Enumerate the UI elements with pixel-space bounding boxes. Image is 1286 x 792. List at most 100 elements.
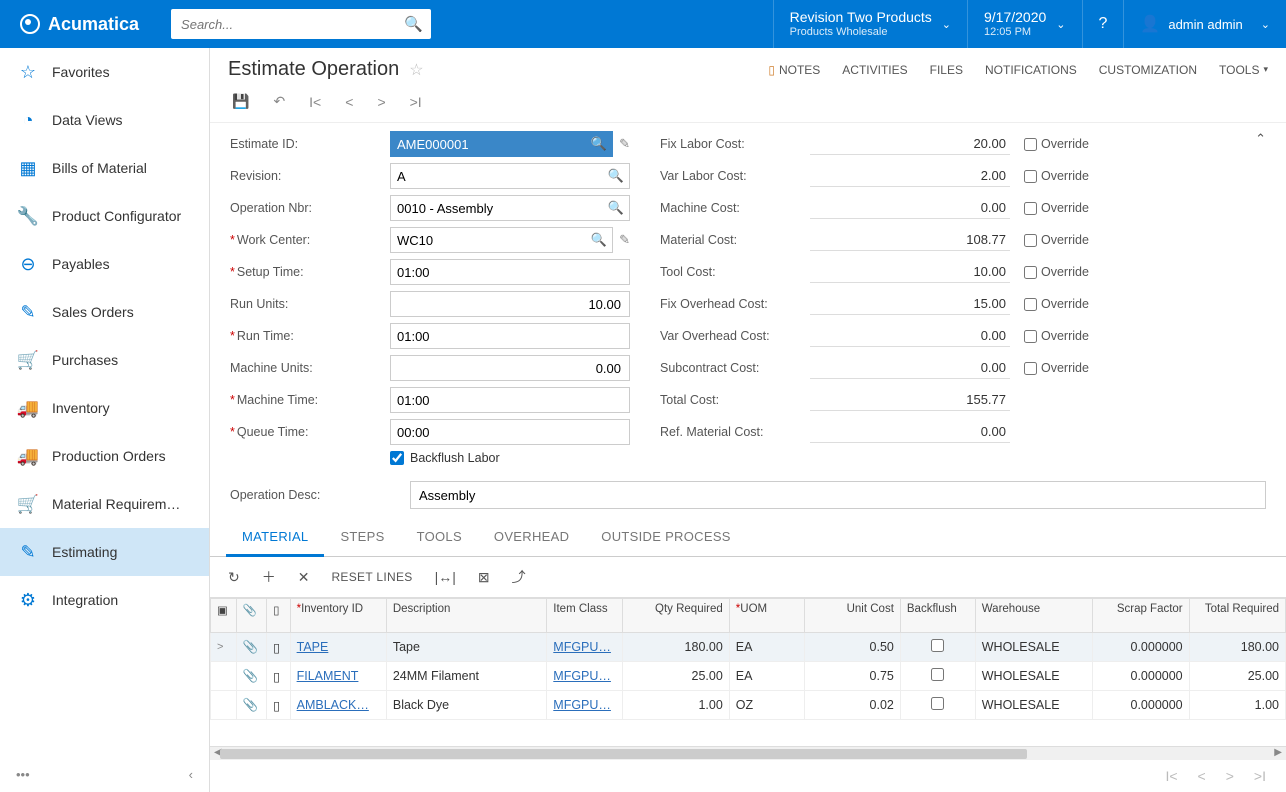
estimate-id-input[interactable] (390, 131, 613, 157)
cell-item-class[interactable]: MFGPU… (547, 633, 623, 662)
table-row[interactable]: > 📎 ▯ TAPE Tape MFGPU… 180.00 EA 0.50 WH… (211, 633, 1286, 662)
operation-nbr-input[interactable] (390, 195, 630, 221)
operation-desc-input[interactable] (410, 481, 1266, 509)
override-checkbox[interactable] (1024, 202, 1037, 215)
last-icon[interactable]: >I (410, 94, 422, 110)
tab[interactable]: OUTSIDE PROCESS (585, 519, 746, 556)
tenant-selector[interactable]: Revision Two Products Products Wholesale… (773, 0, 967, 48)
cell-item-class[interactable]: MFGPU… (547, 691, 623, 720)
override-checkbox[interactable] (1024, 298, 1037, 311)
tab[interactable]: OVERHEAD (478, 519, 585, 556)
search-input[interactable] (171, 17, 431, 32)
override-checkbox[interactable] (1024, 138, 1037, 151)
save-icon[interactable]: 💾 (232, 93, 249, 110)
col-inventory-id[interactable]: *Inventory ID (290, 599, 386, 633)
col-attachment[interactable]: 📎 (236, 599, 267, 633)
edit-icon[interactable]: ✎ (619, 232, 630, 248)
notifications-action[interactable]: NOTIFICATIONS (985, 63, 1077, 77)
run-units-input[interactable] (390, 291, 630, 317)
cell-backflush[interactable] (900, 662, 975, 691)
fit-columns-icon[interactable]: |↔| (435, 569, 456, 585)
sidebar-item[interactable]: 🛒Material Requirem… (0, 480, 209, 528)
override-checkbox[interactable] (1024, 234, 1037, 247)
help-button[interactable]: ? (1082, 0, 1124, 48)
lookup-icon[interactable]: 🔍 (608, 200, 624, 216)
tab[interactable]: TOOLS (401, 519, 478, 556)
sidebar-item[interactable]: 🚚Inventory (0, 384, 209, 432)
refresh-icon[interactable]: ↻ (228, 569, 240, 586)
business-date[interactable]: 9/17/2020 12:05 PM ⌄ (967, 0, 1082, 48)
add-row-icon[interactable]: ＋ (262, 567, 276, 587)
tools-action[interactable]: TOOLS (1219, 63, 1268, 77)
next-icon[interactable]: > (377, 94, 385, 110)
col-qty-required[interactable]: Qty Required (622, 599, 729, 633)
cell-inventory-id[interactable]: TAPE (290, 633, 386, 662)
edit-icon[interactable]: ✎ (619, 136, 630, 152)
activities-action[interactable]: ACTIVITIES (842, 63, 907, 77)
sidebar-item[interactable]: ✎Estimating (0, 528, 209, 576)
table-row[interactable]: 📎 ▯ AMBLACK… Black Dye MFGPU… 1.00 OZ 0.… (211, 691, 1286, 720)
global-search[interactable]: 🔍 (171, 9, 431, 39)
override-checkbox[interactable] (1024, 266, 1037, 279)
cell-inventory-id[interactable]: AMBLACK… (290, 691, 386, 720)
machine-time-input[interactable] (390, 387, 630, 413)
col-unit-cost[interactable]: Unit Cost (804, 599, 900, 633)
cell-item-class[interactable]: MFGPU… (547, 662, 623, 691)
scroll-thumb[interactable] (220, 749, 1027, 759)
more-icon[interactable]: ••• (16, 767, 30, 782)
note-icon[interactable]: ▯ (267, 691, 291, 720)
note-icon[interactable]: ▯ (267, 662, 291, 691)
scroll-right-icon[interactable]: ▶ (1270, 747, 1286, 758)
favorite-star-icon[interactable]: ☆ (409, 60, 423, 80)
pager-next-icon[interactable]: > (1226, 768, 1234, 784)
lookup-icon[interactable]: 🔍 (608, 168, 624, 184)
delete-row-icon[interactable]: ✕ (298, 569, 310, 586)
attachment-icon[interactable]: 📎 (236, 633, 267, 662)
cell-inventory-id[interactable]: FILAMENT (290, 662, 386, 691)
col-warehouse[interactable]: Warehouse (975, 599, 1093, 633)
col-scrap-factor[interactable]: Scrap Factor (1093, 599, 1189, 633)
row-selector[interactable] (211, 691, 237, 720)
backflush-labor-checkbox[interactable] (390, 451, 404, 465)
row-selector[interactable] (211, 662, 237, 691)
override-checkbox[interactable] (1024, 170, 1037, 183)
sidebar-item[interactable]: 🛒Purchases (0, 336, 209, 384)
work-center-input[interactable] (390, 227, 613, 253)
override-checkbox[interactable] (1024, 330, 1037, 343)
col-item-class[interactable]: Item Class (547, 599, 623, 633)
first-icon[interactable]: I< (309, 94, 321, 110)
revision-input[interactable] (390, 163, 630, 189)
sidebar-item[interactable]: 🚚Production Orders (0, 432, 209, 480)
override-checkbox[interactable] (1024, 362, 1037, 375)
files-action[interactable]: FILES (930, 63, 963, 77)
brand-logo[interactable]: Acumatica (0, 0, 159, 48)
row-selector[interactable]: > (211, 633, 237, 662)
collapse-sidebar-icon[interactable]: ‹ (189, 767, 193, 782)
collapse-form-icon[interactable]: ⌃ (1255, 131, 1266, 147)
cell-backflush[interactable] (900, 633, 975, 662)
tab[interactable]: STEPS (324, 519, 400, 556)
col-backflush[interactable]: Backflush (900, 599, 975, 633)
sidebar-item[interactable]: 🔧Product Configurator (0, 192, 209, 240)
undo-icon[interactable]: ↶ (273, 93, 285, 110)
attachment-icon[interactable]: 📎 (236, 691, 267, 720)
export-excel-icon[interactable]: ⊠ (478, 569, 490, 586)
table-row[interactable]: 📎 ▯ FILAMENT 24MM Filament MFGPU… 25.00 … (211, 662, 1286, 691)
reset-lines-button[interactable]: RESET LINES (331, 570, 412, 584)
run-time-input[interactable] (390, 323, 630, 349)
sidebar-item[interactable]: ⚙Integration (0, 576, 209, 624)
user-menu[interactable]: 👤 admin admin ⌄ (1123, 0, 1286, 48)
col-total-required[interactable]: Total Required (1189, 599, 1285, 633)
pager-last-icon[interactable]: >I (1254, 768, 1266, 784)
sidebar-item[interactable]: ☆Favorites (0, 48, 209, 96)
prev-icon[interactable]: < (345, 94, 353, 110)
cell-backflush[interactable] (900, 691, 975, 720)
queue-time-input[interactable] (390, 419, 630, 445)
customization-action[interactable]: CUSTOMIZATION (1099, 63, 1197, 77)
lookup-icon[interactable]: 🔍 (591, 136, 607, 152)
sidebar-item[interactable]: ▦Bills of Material (0, 144, 209, 192)
col-uom[interactable]: *UOM (729, 599, 804, 633)
notes-action[interactable]: NOTES (768, 63, 820, 77)
setup-time-input[interactable] (390, 259, 630, 285)
pager-prev-icon[interactable]: < (1198, 768, 1206, 784)
